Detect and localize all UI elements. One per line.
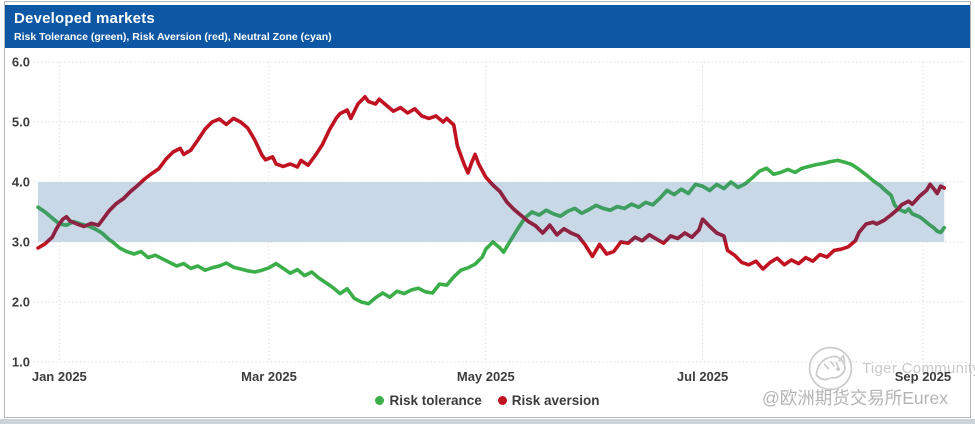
tiger-logo-icon xyxy=(808,346,853,391)
legend-dot-green xyxy=(375,396,385,405)
chart-legend: Risk tolerance Risk aversion xyxy=(0,393,975,408)
chart-header: Developed markets Risk Tolerance (green)… xyxy=(5,5,970,48)
watermark-brand: Tiger Community xyxy=(862,360,975,377)
legend-label-risk-aversion: Risk aversion xyxy=(511,393,600,408)
legend-dot-red xyxy=(497,396,507,405)
chart-title: Developed markets xyxy=(14,10,155,27)
watermark-handle: @欧洲期货交易所Eurex xyxy=(762,388,948,408)
watermark: Tiger Community xyxy=(806,344,975,393)
legend-item-risk-aversion[interactable]: Risk aversion xyxy=(497,393,600,408)
legend-label-risk-tolerance: Risk tolerance xyxy=(389,393,482,408)
legend-item-risk-tolerance[interactable]: Risk tolerance xyxy=(375,393,482,408)
bottom-strip xyxy=(0,419,975,424)
chart-subtitle: Risk Tolerance (green), Risk Aversion (r… xyxy=(14,31,332,43)
